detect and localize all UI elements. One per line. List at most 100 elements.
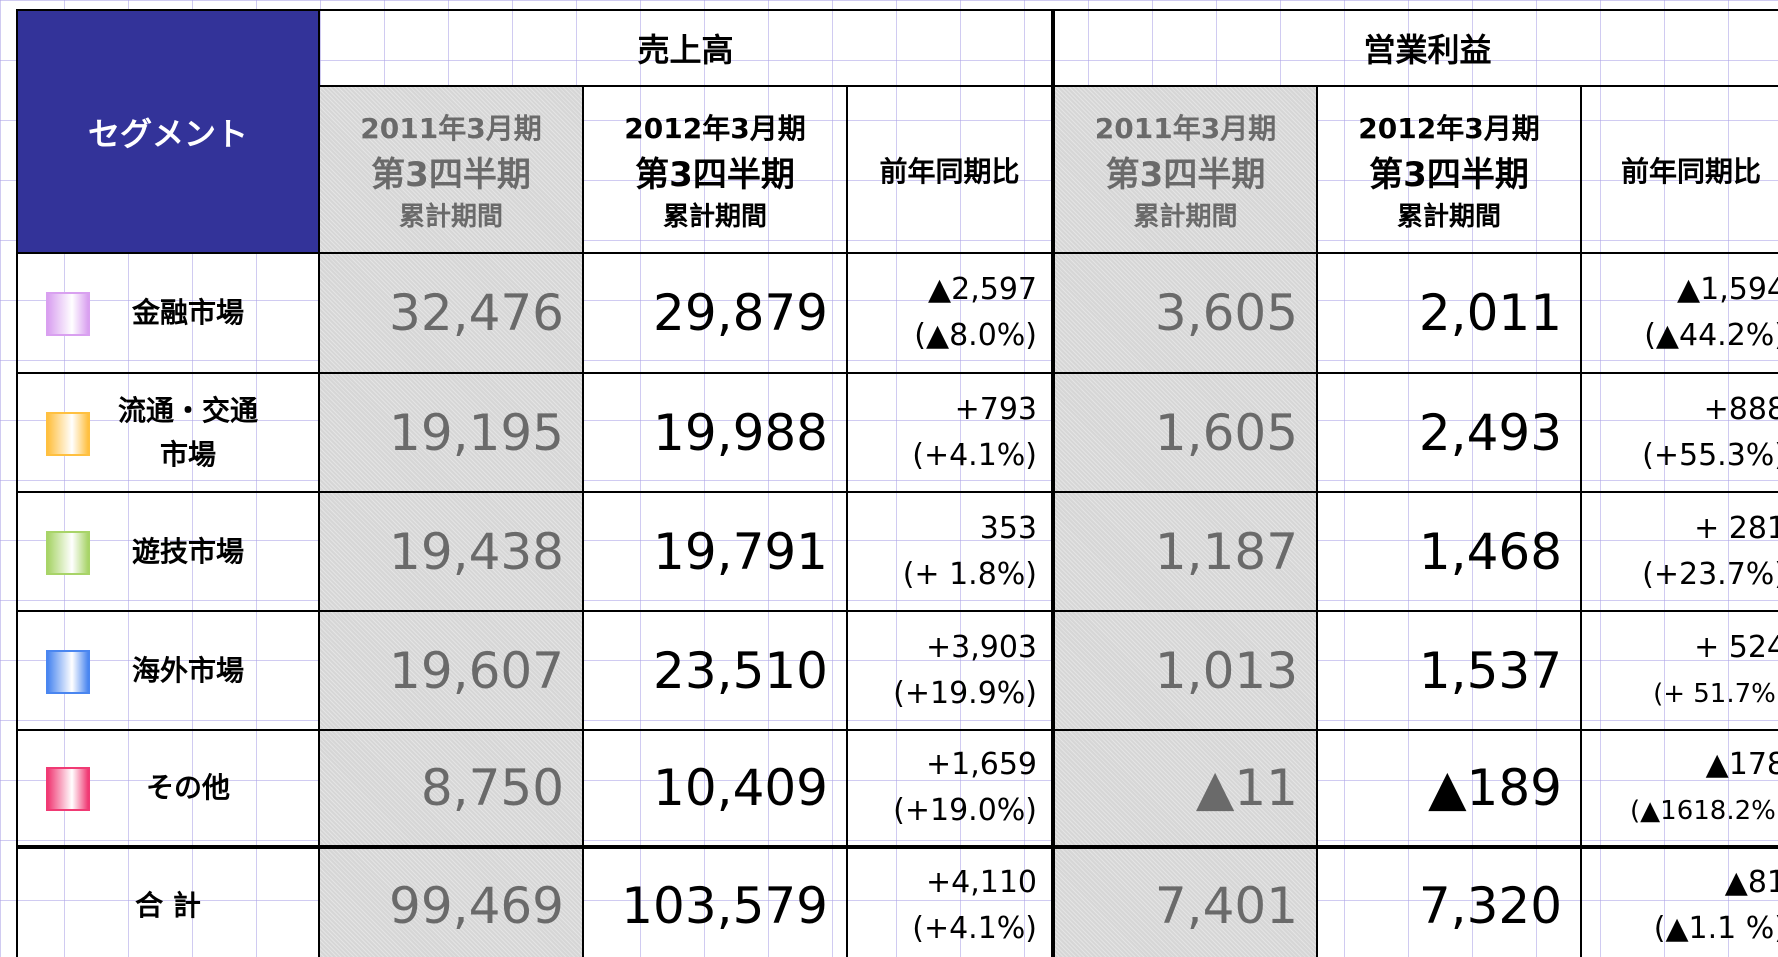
value-text: 1,605: [1154, 403, 1298, 462]
change-percent: (+23.7%): [1642, 556, 1778, 592]
column-header-line: 第3四半期: [371, 154, 531, 195]
change-percent: (+55.3%): [1642, 437, 1778, 473]
column-header: 2012年3月期第3四半期累計期間: [582, 85, 848, 254]
segment-name-line: 金融市場: [131, 296, 244, 329]
change-amount: +888: [1703, 391, 1778, 427]
change-amount: + 524: [1694, 629, 1778, 665]
column-header: 前年同期比: [1580, 85, 1778, 254]
group-title-text: 営業利益: [1363, 31, 1492, 69]
column-header-line: 第3四半期: [1105, 154, 1266, 195]
column-header-line: 累計期間: [1396, 201, 1501, 232]
change: ▲81 (▲1.1 %): [1580, 845, 1778, 957]
change: +793 (+4.1%): [846, 372, 1053, 493]
segment-icon: [46, 649, 90, 694]
segment-name-line: 市場: [159, 437, 216, 471]
change: ▲1,594 (▲44.2%): [1580, 252, 1778, 374]
segment-icon: [46, 411, 90, 456]
column-header-line: 2012年3月期: [624, 111, 806, 145]
value-prev: 32,476: [318, 252, 584, 374]
value-text: 19,791: [653, 522, 828, 581]
column-header-line: 累計期間: [662, 201, 767, 232]
value-text: 32,476: [389, 284, 564, 342]
value-text: 23,510: [653, 641, 828, 700]
value-text: 1,468: [1418, 522, 1562, 581]
segment-icon: [46, 767, 90, 811]
change-percent: (+ 1.8%): [902, 556, 1037, 592]
segment-name-line: その他: [145, 771, 230, 804]
change-percent: (+4.1%): [912, 910, 1037, 946]
column-header-line: 前年同期比: [879, 154, 1020, 188]
change-percent: (▲8.0%): [914, 318, 1037, 353]
value-text: 7,320: [1418, 876, 1562, 935]
change: +4,110 (+4.1%): [846, 845, 1053, 957]
value-text: 1,187: [1154, 522, 1298, 581]
value-prev: 7,401: [1051, 845, 1318, 957]
change-amount: ▲81: [1724, 864, 1778, 900]
value-current: 7,320: [1316, 845, 1582, 957]
change: + 281 (+23.7%): [1580, 491, 1778, 612]
change-percent: (+4.1%): [912, 437, 1037, 473]
change: +1,659 (+19.0%): [846, 729, 1053, 847]
change-amount: + 281: [1694, 510, 1778, 546]
segment-name-line: 合 計: [135, 888, 201, 922]
value-prev: 1,605: [1051, 372, 1318, 493]
value-prev: 8,750: [318, 729, 584, 847]
column-header: 前年同期比: [846, 85, 1053, 254]
value-text: 19,438: [389, 522, 564, 581]
value-text: 8,750: [420, 759, 564, 817]
value-prev: 19,195: [318, 372, 584, 493]
column-header-line: 累計期間: [398, 201, 503, 232]
value-current: 103,579: [582, 845, 848, 957]
column-header: 2011年3月期 第3四半期 累計期間: [1051, 85, 1318, 254]
column-header-line: 第3四半期: [1369, 154, 1529, 195]
group-title-text: 売上高: [637, 31, 734, 69]
value-text: 99,469: [389, 876, 564, 935]
value-current: 19,988: [582, 372, 848, 493]
value-text: 2,493: [1418, 403, 1562, 462]
change-percent: (▲1.1 %): [1653, 910, 1778, 946]
value-current: 1,468: [1316, 491, 1582, 612]
change-amount: +3,903: [925, 629, 1037, 665]
change-percent: (+19.9%): [893, 675, 1037, 711]
change-amount: ▲178: [1705, 747, 1778, 782]
column-header-line: 前年同期比: [1620, 154, 1761, 188]
group-title: 売上高: [318, 9, 1053, 87]
segment-name: 合 計: [16, 845, 320, 957]
segment-name: 流通・交通 市場: [16, 372, 320, 493]
value-text: 1,537: [1418, 641, 1562, 700]
column-header-line: 2011年3月期: [1094, 111, 1277, 145]
segment-name: 遊技市場: [16, 491, 320, 612]
change: +3,903 (+19.9%): [846, 610, 1053, 731]
value-text: 103,579: [621, 876, 828, 935]
value-current: 2,011: [1316, 252, 1582, 374]
value-current: ▲189: [1316, 729, 1582, 847]
change-amount: +4,110: [925, 864, 1037, 900]
value-text: 19,988: [653, 403, 828, 462]
segment-icon: [46, 292, 90, 336]
value-current: 2,493: [1316, 372, 1582, 493]
change-percent: (+ 51.7%): [1653, 678, 1778, 709]
column-header-line: 2011年3月期: [360, 111, 542, 145]
segment-name: 海外市場: [16, 610, 320, 731]
value-text: 7,401: [1154, 876, 1298, 935]
value-current: 1,537: [1316, 610, 1582, 731]
change: 353 (+ 1.8%): [846, 491, 1053, 612]
change: + 524 (+ 51.7%): [1580, 610, 1778, 731]
value-text: 10,409: [653, 759, 828, 817]
change: ▲178 (▲1618.2%): [1580, 729, 1778, 847]
group-title: 営業利益: [1051, 9, 1778, 87]
value-prev: 19,607: [318, 610, 584, 731]
value-prev: 99,469: [318, 845, 584, 957]
value-text: 29,879: [653, 284, 828, 342]
segment-name: その他: [16, 729, 320, 847]
change: ▲2,597 (▲8.0%): [846, 252, 1053, 374]
value-prev: 19,438: [318, 491, 584, 612]
column-header-line: 2012年3月期: [1358, 111, 1540, 145]
change-amount: +793: [954, 391, 1037, 427]
column-header-line: 第3四半期: [635, 154, 795, 195]
change-percent: (▲1618.2%): [1630, 796, 1778, 826]
value-text: 19,195: [389, 403, 564, 462]
value-text: ▲11: [1195, 759, 1298, 817]
column-header: 2012年3月期第3四半期累計期間: [1316, 85, 1582, 254]
